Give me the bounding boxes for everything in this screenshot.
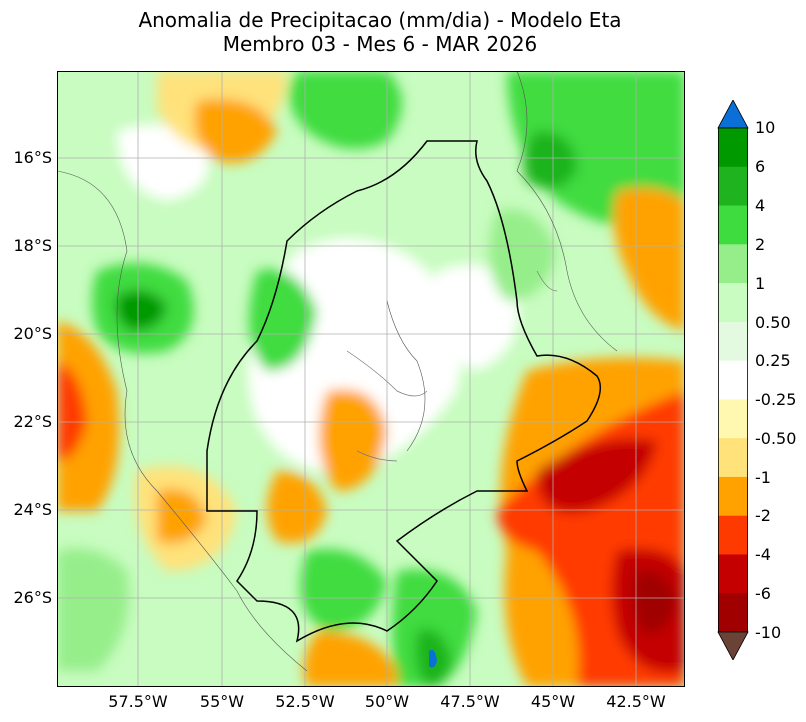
colorbar-band — [718, 283, 748, 323]
colorbar-label-0-50: 0.50 — [755, 313, 791, 332]
lat-label-18s: 18°S — [13, 236, 52, 255]
anomaly-field — [57, 71, 685, 687]
moderate-negative-west — [57, 321, 120, 511]
lon-label-55w: 55°W — [199, 692, 245, 711]
positive-area-south — [300, 549, 387, 631]
lat-label-16s: 16°S — [13, 148, 52, 167]
colorbar-extend-top — [717, 100, 749, 129]
colorbar-label-neg-0-50: -0.50 — [755, 429, 797, 448]
lat-label-24s: 24°S — [13, 500, 52, 519]
precipitation-anomaly-map — [57, 71, 685, 687]
colorbar-extend-bottom — [717, 631, 749, 660]
colorbar-label-neg-4: -4 — [755, 545, 771, 564]
colorbar-band — [718, 554, 748, 594]
colorbar-label-neg-6: -6 — [755, 584, 771, 603]
rivers — [346, 270, 558, 462]
lon-label-47-5w: 47.5°W — [440, 692, 500, 711]
colorbar-label-neg-2: -2 — [755, 506, 771, 525]
lat-label-22s: 22°S — [13, 412, 52, 431]
colorbar-label-neg-10: -10 — [755, 623, 782, 642]
positive-area-north — [289, 71, 402, 149]
colorbar-label-1: 1 — [755, 274, 766, 293]
strong-negative-west — [57, 361, 87, 461]
lon-label-45w: 45°W — [530, 692, 576, 711]
colorbar — [717, 100, 749, 660]
colorbar-label-neg-0-25: -0.25 — [755, 390, 797, 409]
strong-positive-ne — [523, 131, 577, 189]
colorbar-band — [718, 244, 748, 284]
title-line-1: Anomalia de Precipitacao (mm/dia) - Mode… — [138, 8, 622, 32]
graticule — [57, 71, 685, 687]
colorbar-band — [718, 321, 748, 362]
very-strong-negative-se — [537, 439, 657, 513]
moderate-negative-south — [303, 631, 397, 687]
moderate-negative-central-south — [267, 471, 327, 543]
colorbar-band — [718, 593, 748, 633]
colorbar-label-4: 4 — [755, 196, 766, 215]
positive-area-south-coast — [392, 569, 477, 687]
colorbar-band — [718, 438, 748, 478]
map-frame — [57, 71, 685, 687]
country-state-borders — [57, 71, 618, 672]
colorbar-label-2: 2 — [755, 235, 766, 254]
moderate-negative-sw — [157, 489, 207, 544]
colorbar-label-10: 10 — [755, 118, 776, 137]
moderate-negative-east-edge — [613, 187, 685, 331]
lon-label-50w: 50°W — [364, 692, 410, 711]
moderate-negative-central — [319, 389, 387, 491]
colorbar-band — [718, 360, 748, 400]
colorbar-band — [718, 166, 748, 207]
colorbar-band — [718, 205, 748, 245]
lat-label-20s: 20°S — [13, 324, 52, 343]
colorbar-label-0-25: 0.25 — [755, 351, 791, 370]
state-border-outline — [206, 140, 602, 643]
very-strong-positive-west — [116, 290, 167, 331]
colorbar-band — [718, 399, 748, 439]
lat-label-26s: 26°S — [13, 588, 52, 607]
colorbar-band — [718, 476, 748, 517]
lon-label-57-5w: 57.5°W — [108, 692, 168, 711]
colorbar-band — [718, 515, 748, 555]
moderate-positive-east — [489, 209, 557, 301]
title-line-2: Membro 03 - Mes 6 - MAR 2026 — [222, 32, 538, 56]
lon-label-52-5w: 52.5°W — [275, 692, 335, 711]
neutral-area-nw — [117, 124, 209, 201]
lon-label-42-5w: 42.5°W — [606, 692, 666, 711]
colorbar-label-6: 6 — [755, 157, 766, 176]
moderate-negative-north — [194, 99, 277, 163]
extreme-negative-south-ocean — [633, 570, 677, 633]
positive-area-sw — [57, 548, 129, 671]
positive-area-central-west — [249, 269, 317, 371]
extreme-positive-spot — [429, 649, 437, 668]
colorbar-label-neg-1: -1 — [755, 468, 771, 487]
neutral-area-east — [435, 264, 519, 371]
colorbar-band — [718, 128, 748, 168]
